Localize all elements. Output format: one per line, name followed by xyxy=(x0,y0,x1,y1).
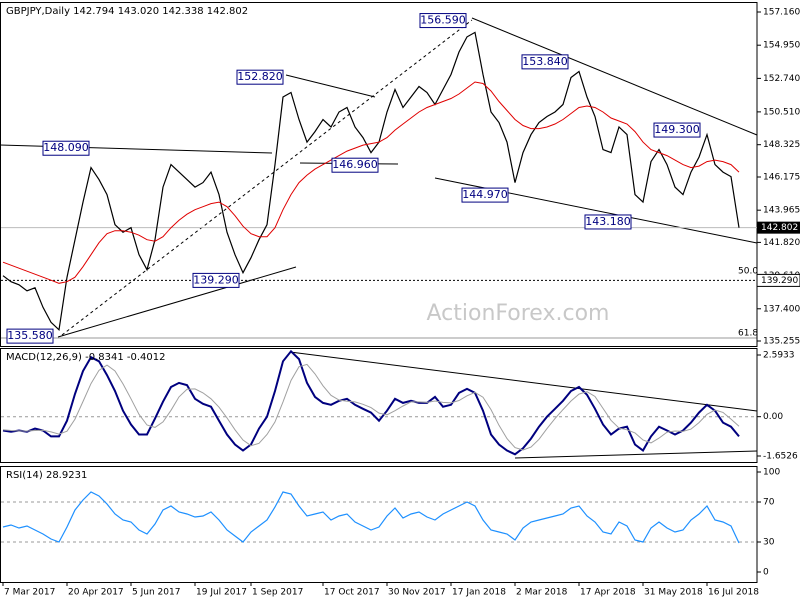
watermark: ActionForex.com xyxy=(427,301,610,326)
trend-lines xyxy=(0,17,758,459)
y-tick-label: 141.820 xyxy=(763,238,800,248)
panel-title: RSI(14) 28.9231 xyxy=(6,470,87,481)
level-label: 139.290 xyxy=(761,276,798,286)
price-annotation-box xyxy=(419,13,467,29)
x-tick-label: 5 Jun 2017 xyxy=(132,588,180,598)
price-annotation: 139.290 xyxy=(193,273,239,286)
x-tick-label: 16 Jul 2018 xyxy=(708,588,759,598)
price-annotation-box xyxy=(236,69,284,85)
y-tick-label: 0.00 xyxy=(763,412,783,422)
price-annotation: 149.300 xyxy=(654,123,700,136)
series-line xyxy=(2,81,740,284)
price-annotation-box xyxy=(42,140,90,156)
trend-line xyxy=(514,450,758,459)
price-annotation: 135.580 xyxy=(7,329,53,342)
trend-line xyxy=(471,17,758,136)
fib-label: 50.0 xyxy=(738,267,758,277)
y-tick-label: 0 xyxy=(763,568,769,578)
y-tick-label: 157.160 xyxy=(763,8,800,18)
price-annotation: 143.180 xyxy=(585,215,631,228)
y-tick-label: 137.400 xyxy=(763,304,800,314)
y-tick-label: 135.255 xyxy=(763,337,800,347)
series-line xyxy=(2,491,740,544)
trend-line xyxy=(285,74,376,98)
x-tick-label: 19 Jul 2017 xyxy=(196,588,247,598)
price-annotation-box xyxy=(521,54,569,70)
price-annotation-box xyxy=(331,157,379,173)
last-price-label: 142.802 xyxy=(761,223,798,233)
trend-line xyxy=(61,19,473,336)
series-line xyxy=(2,363,740,451)
y-tick-label: 70 xyxy=(763,498,775,508)
price-annotation: 148.090 xyxy=(43,141,89,154)
panel xyxy=(0,348,758,463)
panel xyxy=(0,466,758,583)
trend-line xyxy=(289,351,758,412)
y-tick-label: 152.740 xyxy=(763,74,800,84)
price-annotation: 156.590 xyxy=(420,14,466,27)
x-tick-label: 17 Apr 2018 xyxy=(580,588,636,598)
x-tick-label: 17 Oct 2017 xyxy=(324,588,380,598)
x-tick-label: 31 May 2018 xyxy=(644,588,703,598)
x-tick-label: 7 Mar 2017 xyxy=(4,588,55,598)
x-tick-label: 20 Apr 2017 xyxy=(68,588,124,598)
panel-title: MACD(12,26,9) -0.8341 -0.4012 xyxy=(6,352,166,363)
y-tick-label: 2.5933 xyxy=(763,351,795,361)
price-annotation: 153.840 xyxy=(522,55,568,68)
panel-title: GBPJPY,Daily 142.794 143.020 142.338 142… xyxy=(6,6,248,17)
y-tick-label: 30 xyxy=(763,538,775,548)
x-tick-label: 30 Nov 2017 xyxy=(388,588,446,598)
price-annotation-box xyxy=(6,328,54,344)
y-tick-label: -1.6526 xyxy=(763,452,798,462)
price-annotation: 144.970 xyxy=(462,188,508,201)
price-annotation-box xyxy=(653,122,701,138)
price-annotation: 146.960 xyxy=(332,158,378,171)
price-annotation-box xyxy=(461,187,509,203)
panel xyxy=(0,2,758,347)
fib-label: 61.8 xyxy=(738,329,758,339)
trend-line xyxy=(57,266,297,338)
level-box xyxy=(756,273,800,287)
last-price-box xyxy=(757,221,800,234)
y-tick-label: 146.175 xyxy=(763,172,800,182)
y-tick-label: 150.510 xyxy=(763,107,800,117)
y-tick-label: 148.325 xyxy=(763,140,800,150)
x-tick-label: 2 Mar 2018 xyxy=(516,588,568,598)
x-tick-label: 1 Sep 2017 xyxy=(252,588,303,598)
y-tick-label: 143.965 xyxy=(763,206,800,216)
price-annotation-box xyxy=(192,272,240,288)
price-annotation-box xyxy=(584,214,632,230)
y-tick-label: 154.950 xyxy=(763,41,800,51)
series-line xyxy=(2,349,740,456)
y-tick-label: 100 xyxy=(763,468,780,478)
x-tick-label: 17 Jan 2018 xyxy=(452,588,506,598)
price-annotation: 152.820 xyxy=(237,70,283,83)
